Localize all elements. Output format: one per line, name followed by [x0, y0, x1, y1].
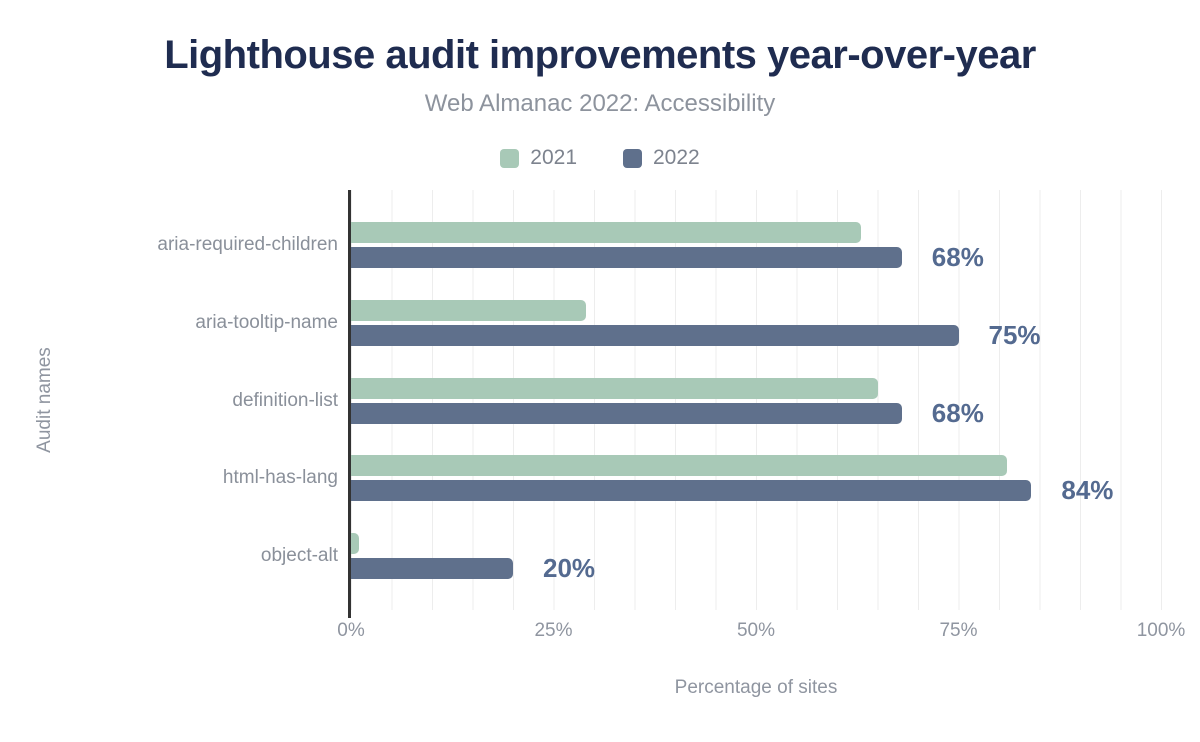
plot-area: 68% 75% 68% 84% 20%: [351, 190, 1162, 610]
legend-item-2022: 2022: [623, 146, 700, 170]
value-label: 20%: [543, 553, 596, 583]
legend-label-2022: 2022: [653, 146, 700, 169]
legend-label-2021: 2021: [530, 146, 577, 169]
legend-item-2021: 2021: [500, 146, 577, 170]
x-tick: 0%: [337, 620, 365, 641]
x-axis-ticks: 0% 25% 50% 75% 100%: [337, 618, 1185, 646]
category-label: aria-required-children: [157, 234, 338, 255]
value-label: 68%: [931, 397, 984, 428]
category-label: object-alt: [260, 545, 338, 566]
bar-2022-object-alt: [351, 558, 513, 579]
bar-2021-aria-tooltip-name: [351, 299, 586, 321]
bar-2022-definition-list: [351, 402, 902, 424]
chart-subtitle: Web Almanac 2022: Accessibility: [424, 90, 776, 117]
x-tick: 25%: [534, 620, 573, 641]
bar-2022-aria-required-children: [351, 247, 902, 268]
bar-2021-html-has-lang: [351, 455, 1008, 477]
bar-2021-aria-required-children: [351, 222, 862, 243]
bar-2021-object-alt: [351, 533, 360, 554]
category-label: definition-list: [232, 389, 338, 411]
value-label: 75%: [988, 319, 1041, 350]
value-label: 68%: [931, 242, 984, 272]
x-tick: 100%: [1136, 620, 1186, 641]
x-tick: 75%: [939, 620, 978, 641]
chart-title: Lighthouse audit improvements year-over-…: [164, 33, 1036, 77]
category-label: html-has-lang: [222, 467, 338, 489]
value-label: 84%: [1061, 475, 1114, 506]
bar-2021-definition-list: [351, 377, 878, 399]
x-tick: 50%: [736, 620, 776, 641]
legend-swatch-2022: [623, 148, 642, 168]
x-axis-title: Percentage of sites: [674, 677, 838, 698]
y-axis-line: [348, 190, 351, 618]
bar-2022-aria-tooltip-name: [351, 324, 959, 346]
legend: 2021 2022: [0, 146, 1200, 170]
legend-swatch-2021: [500, 148, 520, 168]
category-label: aria-tooltip-name: [195, 311, 338, 333]
bar-2022-html-has-lang: [351, 480, 1032, 502]
